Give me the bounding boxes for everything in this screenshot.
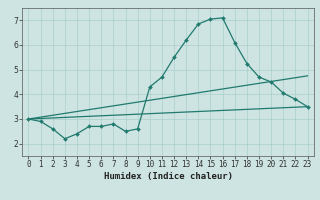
X-axis label: Humidex (Indice chaleur): Humidex (Indice chaleur) bbox=[103, 172, 233, 181]
